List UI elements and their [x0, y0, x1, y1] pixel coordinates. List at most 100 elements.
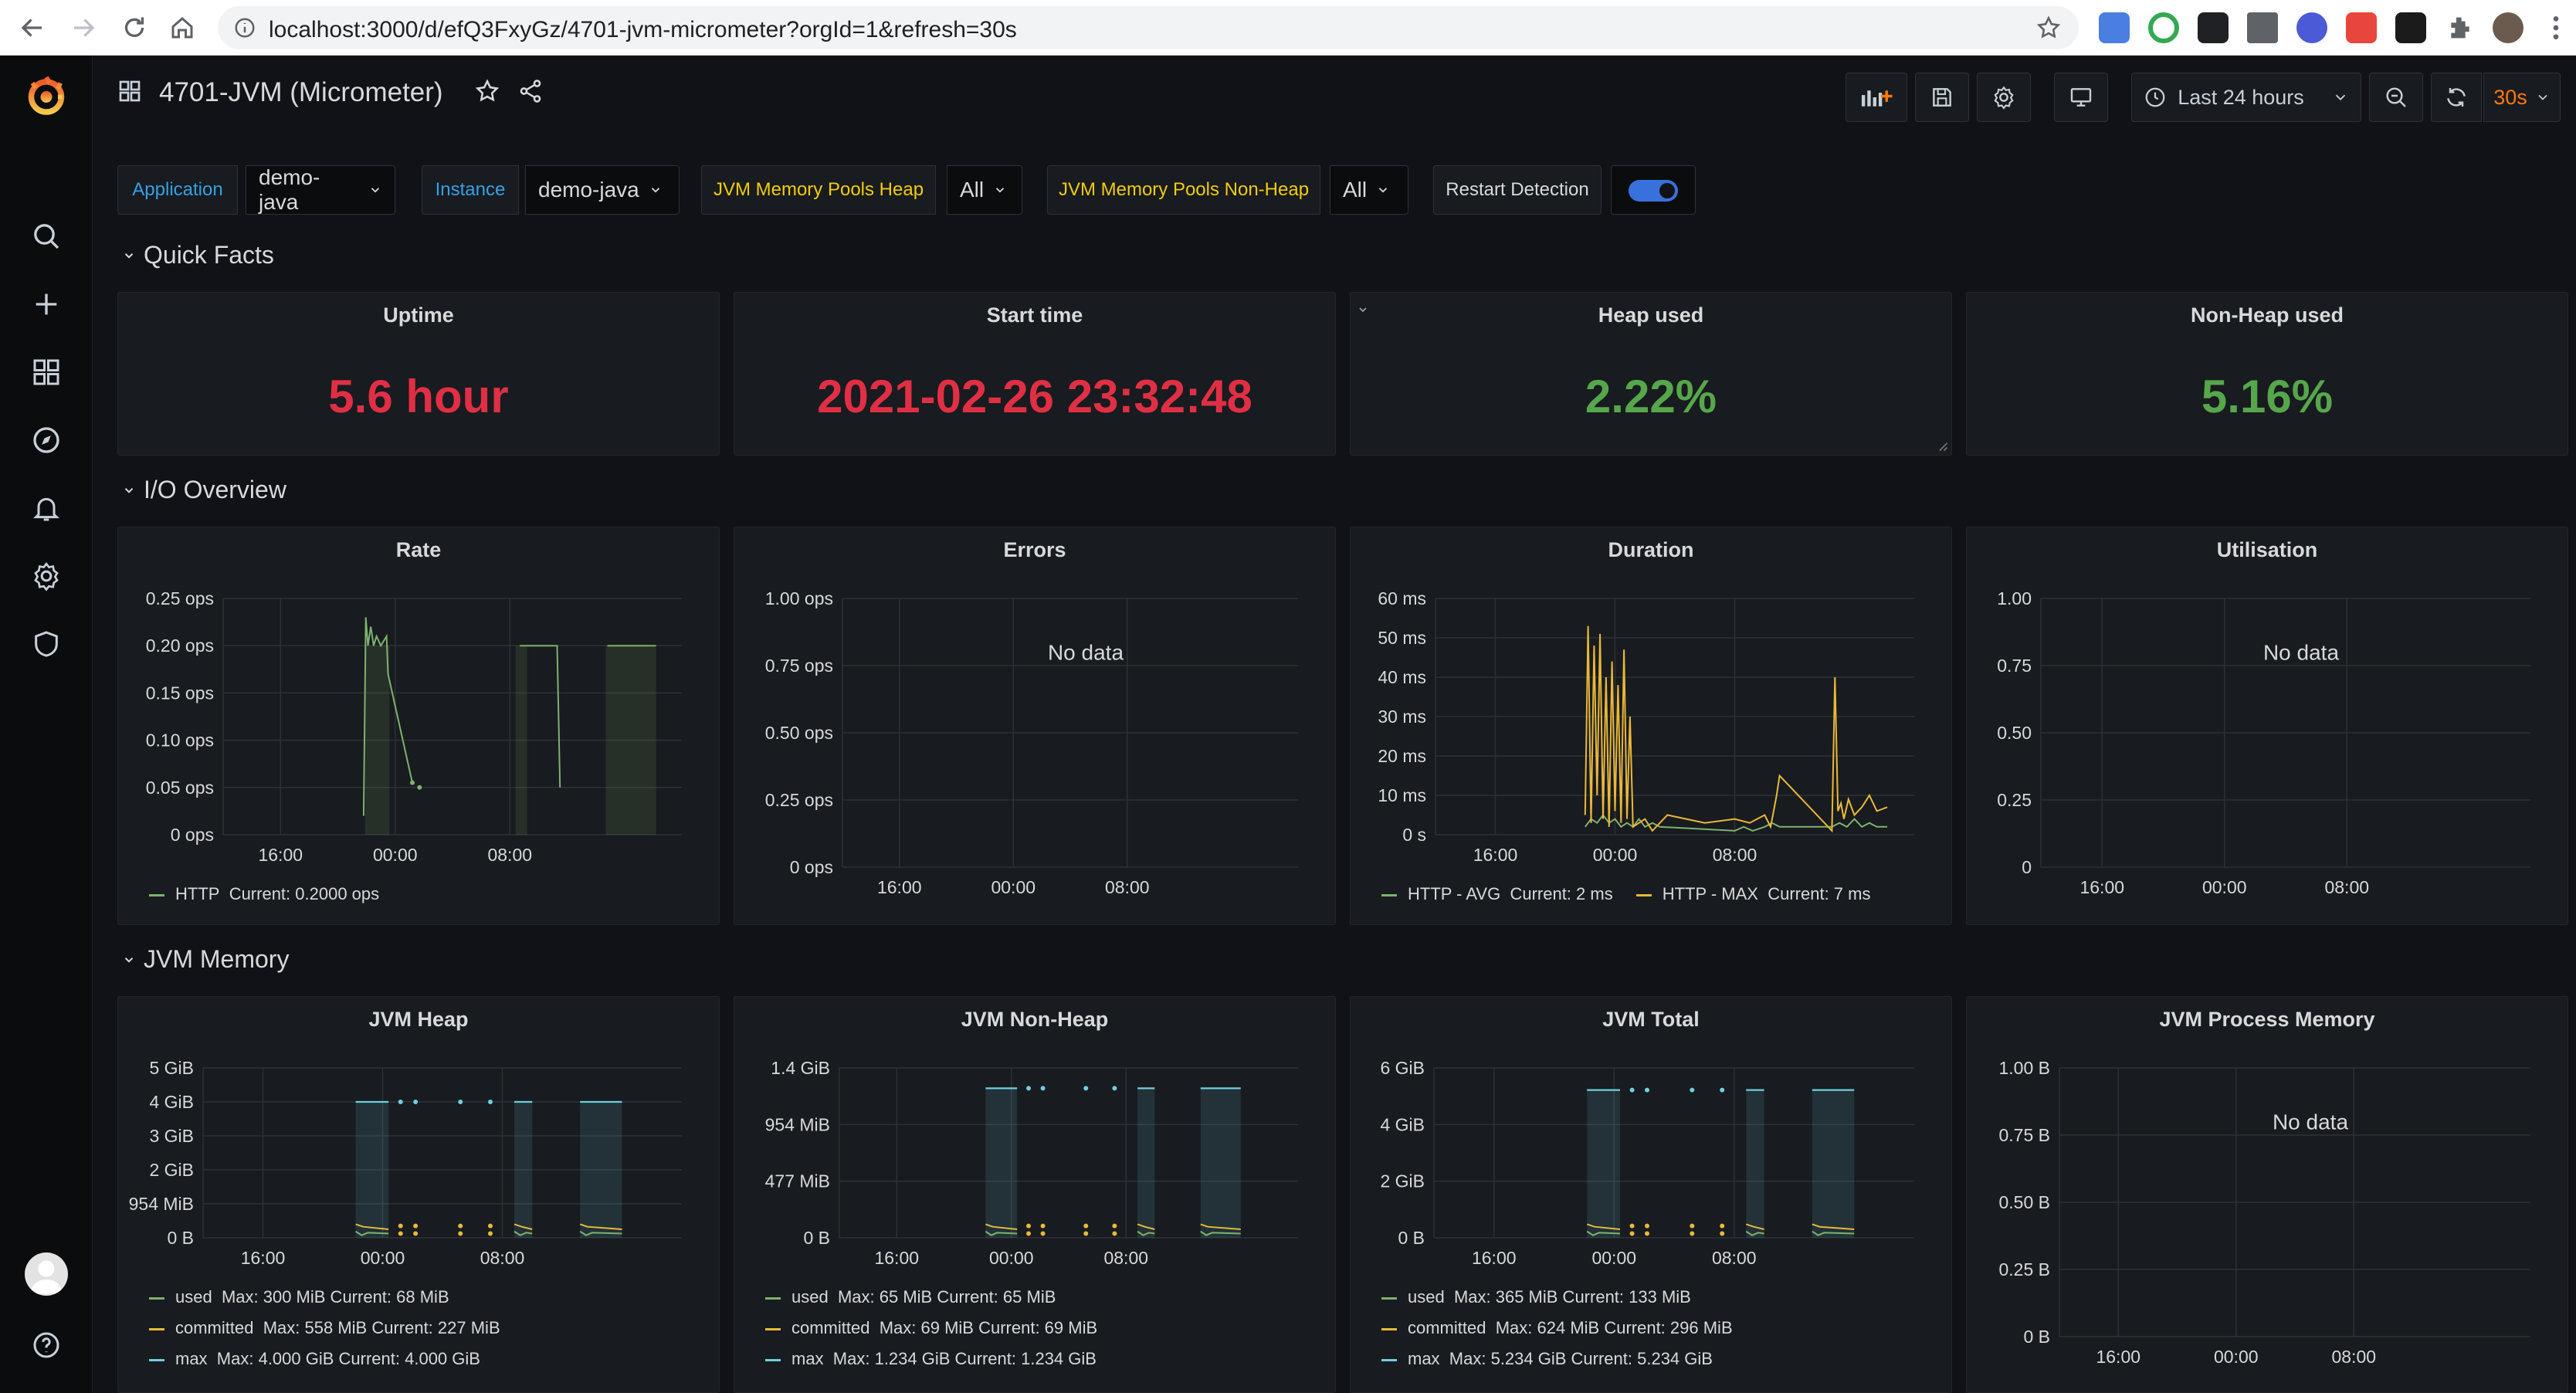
- profile-avatar-icon[interactable]: [2493, 12, 2523, 43]
- refresh-button[interactable]: [2431, 73, 2482, 122]
- grafana-logo-icon[interactable]: [23, 73, 69, 119]
- legend-item-used[interactable]: used Max: 65 MiB Current: 65 MiB: [765, 1287, 1056, 1307]
- jetbrains-extension-icon[interactable]: [2198, 12, 2229, 43]
- legend-item-committed[interactable]: committed Max: 558 MiB Current: 227 MiB: [149, 1318, 500, 1338]
- variable-select-application[interactable]: demo-java: [246, 165, 395, 215]
- chrome-extension-icon[interactable]: [2148, 12, 2179, 43]
- graph-canvas[interactable]: 5 GiB 4 GiB 3 GiB 2 GiB 954 MiB 0 B 16:00 00:00…: [118, 997, 720, 1393]
- save-icon: [1933, 88, 1951, 107]
- variable-select-jvm-memory-pools-non-heap[interactable]: All: [1330, 165, 1408, 215]
- legend-item-used[interactable]: used Max: 300 MiB Current: 68 MiB: [149, 1287, 449, 1307]
- legend-item-committed[interactable]: committed Max: 624 MiB Current: 296 MiB: [1381, 1318, 1733, 1338]
- panel-jvm-heap[interactable]: JVM Heap 5 GiB 4 GiB 3 GiB 2 GiB 954 MiB 0 B 16…: [117, 996, 720, 1393]
- dashboards-grid-icon[interactable]: [28, 354, 65, 391]
- graph-canvas[interactable]: 60 ms 50 ms 40 ms 30 ms 20 ms 10 ms 0 s 16:00 00…: [1351, 527, 1953, 926]
- graph-canvas[interactable]: 1.00 0.75 0.50 0.25 0 16:00 00:00 08:00 No data: [1967, 527, 2569, 926]
- y-tick-label: 30 ms: [1378, 707, 1426, 727]
- legend-series-name: committed: [791, 1318, 870, 1337]
- explore-compass-icon[interactable]: [28, 422, 65, 459]
- series-point-committed: [398, 1231, 403, 1236]
- panel-title: JVM Heap: [368, 1008, 469, 1031]
- bookmark-star-icon[interactable]: [2035, 15, 2062, 45]
- legend-item[interactable]: HTTP - AVG Current: 2 ms: [1381, 884, 1613, 904]
- panel-title: Heap used: [1598, 303, 1704, 327]
- x-tick-label: 08:00: [2324, 877, 2369, 897]
- legend-item[interactable]: HTTP - MAX Current: 7 ms: [1635, 884, 1870, 904]
- forward-icon[interactable]: [65, 9, 102, 46]
- row-jvm-memory[interactable]: JVM Memory: [122, 945, 289, 974]
- extensions-puzzle-icon[interactable]: [2445, 12, 2476, 43]
- panel-title: Errors: [1003, 538, 1066, 561]
- configuration-gear-icon[interactable]: [28, 558, 65, 595]
- reload-icon[interactable]: [116, 9, 153, 46]
- legend-item-used[interactable]: used Max: 365 MiB Current: 133 MiB: [1381, 1287, 1691, 1307]
- time-range-picker[interactable]: Last 24 hours: [2131, 73, 2361, 122]
- panel-uptime[interactable]: Uptime 5.6 hour: [117, 292, 720, 456]
- grid-extension-icon[interactable]: [2247, 12, 2278, 43]
- pl-extension-icon[interactable]: [2395, 12, 2426, 43]
- check-extension-icon[interactable]: [2296, 12, 2327, 43]
- x-tick-label: 08:00: [2331, 1347, 2376, 1367]
- y-tick-label: 0.25 B: [1999, 1259, 2051, 1279]
- x-tick-label: 08:00: [487, 845, 532, 865]
- row-collapse-chevron-icon: [124, 253, 134, 259]
- series-point-committed: [1720, 1231, 1725, 1236]
- graph-canvas[interactable]: 1.00 ops 0.75 ops 0.50 ops 0.25 ops 0 ops 16:…: [734, 527, 1337, 926]
- graph-canvas[interactable]: 0.25 ops 0.20 ops 0.15 ops 0.10 ops 0.05 ops…: [118, 527, 720, 926]
- share-icon[interactable]: [517, 78, 544, 108]
- row-quick-facts[interactable]: Quick Facts: [122, 241, 274, 269]
- panel-rate[interactable]: Rate 0.25 ops 0.20 ops 0.15 ops 0.10 ops 0.05…: [117, 527, 720, 925]
- site-info-icon[interactable]: [233, 16, 256, 43]
- chevron-down-icon: [995, 188, 1005, 193]
- create-plus-icon[interactable]: [28, 286, 65, 323]
- panel-jvm-process-memory[interactable]: JVM Process Memory 1.00 B 0.75 B 0.50 B 0.25…: [1966, 996, 2568, 1393]
- legend-values: Max: 65 MiB Current: 65 MiB: [837, 1287, 1056, 1307]
- variable-select-instance[interactable]: demo-java: [525, 165, 680, 215]
- legend-item-max[interactable]: max Max: 5.234 GiB Current: 5.234 GiB: [1381, 1349, 1713, 1369]
- y-tick-label: 0.25 ops: [146, 588, 214, 608]
- back-icon[interactable]: [14, 9, 51, 46]
- home-icon[interactable]: [164, 9, 201, 46]
- add-panel-button[interactable]: [1846, 73, 1907, 122]
- panel-jvm-non-heap[interactable]: JVM Non-Heap 1.4 GiB 954 MiB 477 MiB 0 B 16:0…: [734, 996, 1336, 1393]
- y-tick-label: 0.05 ops: [146, 778, 214, 798]
- legend-item-max[interactable]: max Max: 1.234 GiB Current: 1.234 GiB: [765, 1349, 1096, 1369]
- series-point-max: [413, 1100, 419, 1104]
- panel-non-heap-used[interactable]: Non-Heap used 5.16%: [1966, 292, 2568, 456]
- translate-extension-icon[interactable]: [2099, 12, 2130, 43]
- variable-value: All: [960, 178, 985, 202]
- browser-menu-icon[interactable]: [2540, 12, 2571, 43]
- row-io-overview[interactable]: I/O Overview: [122, 476, 286, 504]
- graph-canvas[interactable]: 6 GiB 4 GiB 2 GiB 0 B 16:00 00:00 08:00: [1351, 997, 1953, 1393]
- panel-jvm-total[interactable]: JVM Total 6 GiB 4 GiB 2 GiB 0 B 16:00 00:00 08:…: [1350, 996, 1952, 1393]
- help-icon[interactable]: [28, 1327, 65, 1364]
- panel-start-time[interactable]: Start time 2021-02-26 23:32:48: [734, 292, 1336, 456]
- legend-item-max[interactable]: max Max: 4.000 GiB Current: 4.000 GiB: [149, 1349, 480, 1369]
- restart-detection-toggle[interactable]: [1611, 165, 1696, 215]
- server-admin-shield-icon[interactable]: [28, 625, 65, 663]
- favorite-star-icon[interactable]: [474, 78, 500, 108]
- dashboard-settings-button[interactable]: [1977, 73, 2031, 122]
- variable-select-jvm-memory-pools-heap[interactable]: All: [947, 165, 1022, 215]
- graph-canvas[interactable]: 1.4 GiB 954 MiB 477 MiB 0 B 16:00 00:00 08:00: [734, 997, 1337, 1393]
- search-icon[interactable]: [28, 218, 65, 255]
- cycle-view-mode-button[interactable]: [2054, 73, 2108, 122]
- panel-errors[interactable]: Errors 1.00 ops 0.75 ops 0.50 ops 0.25 ops 0 …: [734, 527, 1336, 925]
- panel-utilisation[interactable]: Utilisation 1.00 0.75 0.50 0.25 0 16:00 00:00 08…: [1966, 527, 2568, 925]
- legend-values: Max: 5.234 GiB Current: 5.234 GiB: [1449, 1349, 1713, 1368]
- x-tick-label: 00:00: [2202, 877, 2247, 897]
- graph-canvas[interactable]: 1.00 B 0.75 B 0.50 B 0.25 B 0 B 16:00 00:00 08:…: [1967, 997, 2569, 1393]
- y-tick-label: 1.4 GiB: [771, 1058, 830, 1078]
- dashboard-title[interactable]: 4701-JVM (Micrometer): [159, 77, 443, 107]
- panel-heap-used[interactable]: Heap used 2.22%: [1350, 292, 1952, 456]
- user-avatar[interactable]: [25, 1252, 68, 1296]
- fe-extension-icon[interactable]: [2346, 12, 2377, 43]
- save-dashboard-button[interactable]: [1915, 73, 1969, 122]
- refresh-interval-picker[interactable]: 30s: [2483, 73, 2561, 122]
- address-bar[interactable]: localhost:3000/d/efQ3FxyGz/4701-jvm-micr…: [218, 6, 2079, 49]
- panel-duration[interactable]: Duration 60 ms 50 ms 40 ms 30 ms 20 ms 10 ms 0 …: [1350, 527, 1952, 925]
- alerting-bell-icon[interactable]: [28, 490, 65, 527]
- legend-item-committed[interactable]: committed Max: 69 MiB Current: 69 MiB: [765, 1318, 1097, 1338]
- zoom-out-button[interactable]: [2369, 73, 2423, 122]
- legend-item[interactable]: HTTP Current: 0.2000 ops: [149, 884, 379, 904]
